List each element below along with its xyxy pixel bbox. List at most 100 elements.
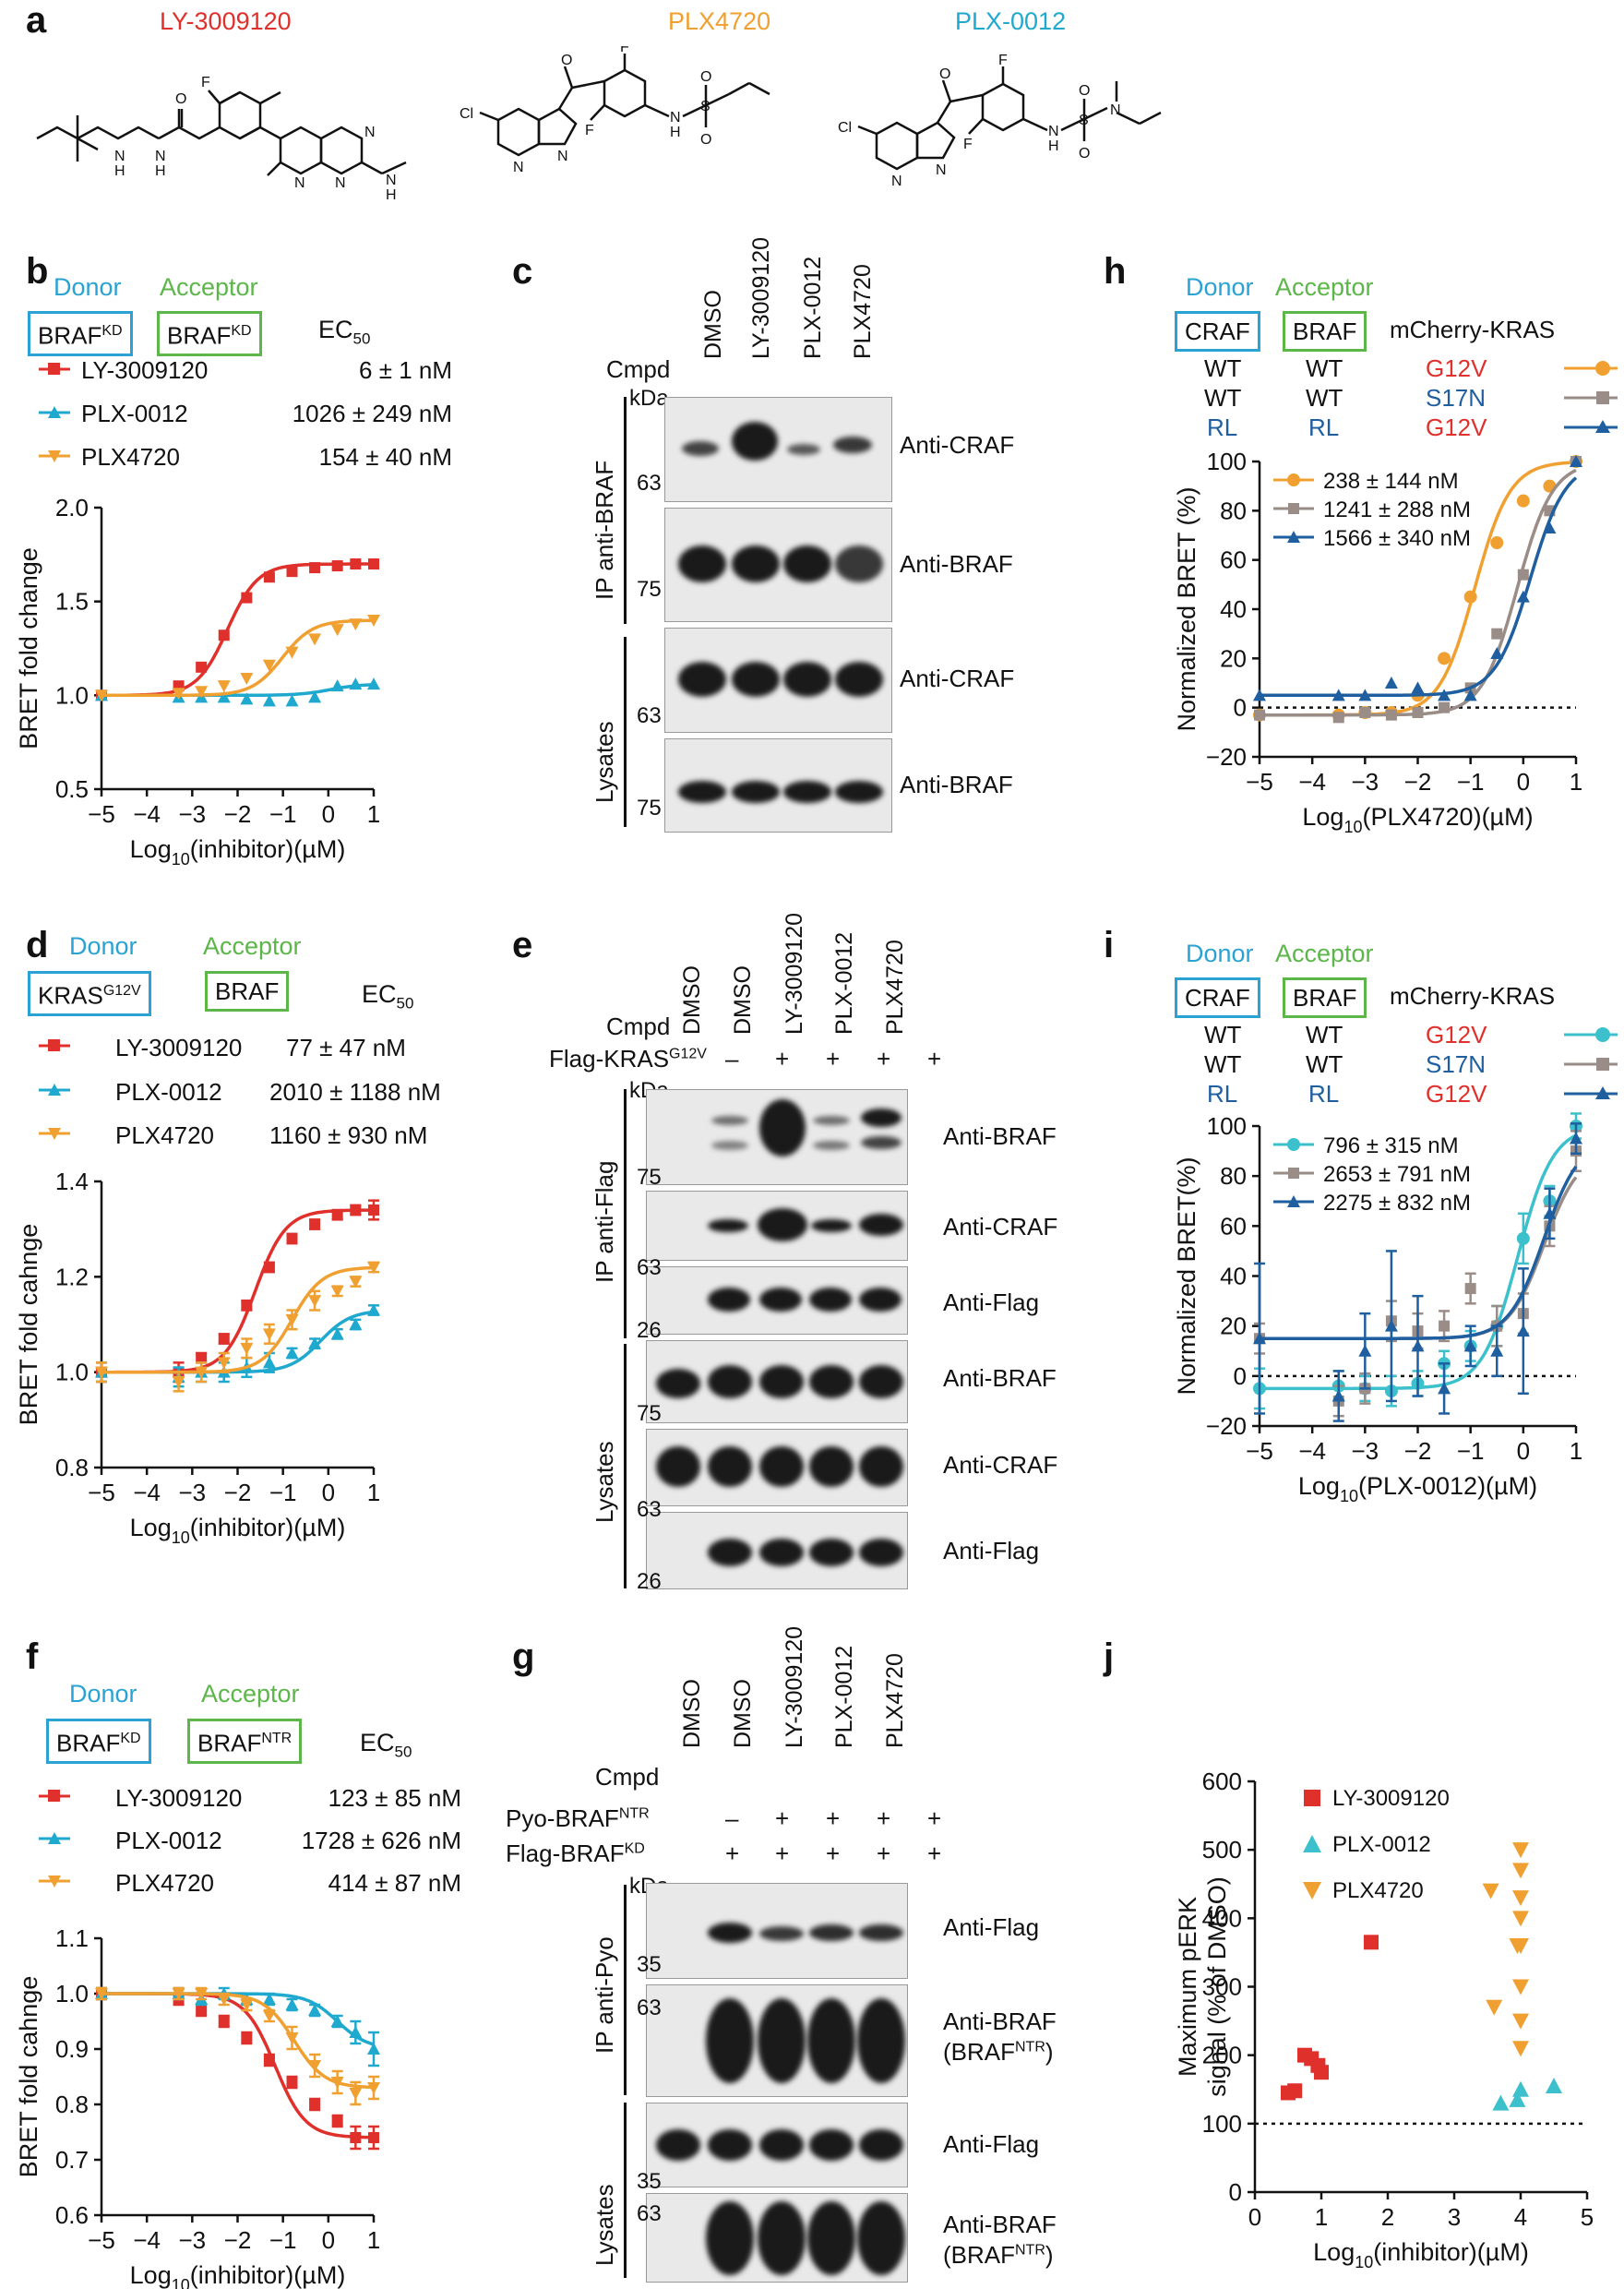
atom-label-ly-h1: H — [114, 163, 125, 179]
data-point — [368, 1204, 379, 1216]
band — [783, 545, 831, 582]
panel-i-row1-acceptor: WT — [1306, 1021, 1343, 1049]
panel-e-lane-1: DMSO — [679, 965, 705, 1035]
panel-f-donor-box: BRAFKD — [46, 1719, 151, 1764]
data-point — [1482, 1883, 1499, 1900]
panel-f-ec50-header: EC50 — [360, 1729, 412, 1761]
y-tick-label: −20 — [1206, 743, 1247, 771]
data-point — [350, 2132, 362, 2143]
fit-curve — [102, 1992, 375, 2090]
band — [759, 1288, 802, 1312]
panel-h-acceptor-label: Acceptor — [1275, 273, 1374, 301]
data-point — [262, 1356, 276, 1369]
panel-i-row2-kras: S17N — [1426, 1050, 1487, 1078]
panel-e-flag-label: Flag-KRASG12V — [549, 1045, 707, 1073]
panel-d-acceptor-label: Acceptor — [203, 932, 302, 960]
panel-f-acceptor-label: Acceptor — [201, 1680, 300, 1708]
atom-label-plx0012-o1: O — [1079, 83, 1090, 99]
inset-legend-marker — [1287, 531, 1300, 543]
x-tick-label: −4 — [133, 800, 161, 828]
y-axis-label: signal (% of DMSO) — [1203, 1876, 1231, 2097]
data-point — [262, 659, 276, 672]
band — [857, 2201, 905, 2275]
panel-f-legend-markers — [39, 1790, 70, 1888]
band — [859, 2129, 903, 2161]
y-tick-label: 1.0 — [55, 1980, 89, 2007]
data-point — [1516, 1324, 1530, 1337]
legend-marker-f-plx0012 — [48, 1832, 61, 1844]
data-point — [309, 1218, 321, 1230]
x-tick-label: −1 — [1457, 768, 1485, 796]
panel-g-lysate-bracket — [624, 2103, 627, 2278]
panel-g-pyo-sign-3: + — [826, 1804, 841, 1832]
panel-h-row3-donor: RL — [1207, 413, 1238, 441]
band — [813, 1116, 850, 1125]
data-point — [349, 618, 363, 631]
y-tick-label: 80 — [1220, 1162, 1247, 1190]
data-point — [1492, 2094, 1510, 2111]
y-tick-label: 0.6 — [55, 2201, 89, 2229]
panel-g-flag-sign-4: + — [877, 1840, 891, 1867]
panel-label-d: d — [26, 925, 49, 965]
panel-f-legend-plx0012-name: PLX-0012 — [115, 1827, 222, 1854]
band — [656, 1369, 700, 1398]
band — [758, 1208, 807, 1241]
legend-marker-d-plx0012 — [48, 1084, 61, 1096]
band — [835, 545, 883, 582]
legend-label: PLX4720 — [1332, 1878, 1424, 1903]
x-tick-label: 1 — [1570, 768, 1582, 796]
panel-e-lane-4: PLX-0012 — [831, 931, 857, 1035]
data-point — [330, 1285, 344, 1298]
panel-g-flag-label: Flag-BRAFKD — [506, 1840, 645, 1867]
data-point — [367, 1303, 380, 1316]
atom-label-plx0012-s: S — [1079, 113, 1089, 128]
series-plx-0012 — [1492, 2078, 1562, 2111]
data-point — [350, 1204, 362, 1216]
panel-h-row2-donor: WT — [1204, 384, 1242, 412]
band — [706, 2201, 754, 2275]
y-tick-label: 100 — [1207, 448, 1247, 475]
panel-e-sign-4: + — [877, 1045, 891, 1073]
panel-g-marker-2: 63 — [637, 1995, 662, 2020]
legend-marker-i-rl — [1595, 1086, 1610, 1099]
inset-legend-marker — [1287, 1138, 1300, 1151]
panel-g-blot-label-3: Anti-Flag — [943, 2130, 1040, 2158]
band — [859, 1214, 903, 1236]
legend-marker — [1303, 1882, 1321, 1900]
panel-h-row2-kras: S17N — [1426, 384, 1487, 412]
panel-g-lane-5: PLX4720 — [882, 1653, 908, 1748]
data-point — [1314, 2065, 1329, 2080]
atom-label-plx0012-o2: O — [1079, 146, 1090, 162]
panel-b-donor-box: BRAFKD — [28, 311, 133, 356]
y-tick-label: 1.0 — [55, 1359, 89, 1386]
x-tick-label: −1 — [269, 800, 297, 828]
panel-e-sign-2: + — [775, 1045, 790, 1073]
chart-f: 0.6 0.7 0.8 0.9 1.0 1.1 −5 −4 −3 −2 −1 0 1 Log10(inhi… — [15, 1924, 380, 2289]
panel-c-lane-1: DMSO — [700, 290, 726, 359]
legend-marker-b-ly — [48, 363, 60, 375]
panel-label-b: b — [26, 251, 49, 292]
chart-d: 0.8 1.0 1.2 1.4 −5 −4 −3 −2 −1 0 1 Log10(inhibitor)… — [15, 1168, 380, 1547]
inset-legend-marker — [1287, 1195, 1300, 1207]
data-point — [195, 1366, 209, 1379]
panel-g-pyo-label: Pyo-BRAFNTR — [506, 1804, 650, 1832]
band — [759, 1365, 804, 1398]
panel-h-row1-acceptor: WT — [1306, 354, 1343, 382]
x-axis-label: Log10(PLX-0012)(µM) — [1298, 1472, 1537, 1505]
panel-h-row-markers — [1564, 361, 1618, 433]
data-point — [350, 558, 362, 569]
inset-legend-ec50: 796 ± 315 nM — [1323, 1133, 1459, 1158]
atom-label-plx0012-n1: N — [891, 174, 902, 189]
band — [678, 662, 726, 697]
panel-b-legend-plx0012-name: PLX-0012 — [81, 400, 188, 427]
panel-e-blot-4 — [646, 1340, 908, 1423]
legend-marker-i-s17n — [1596, 1058, 1609, 1071]
fit-curve — [102, 618, 374, 698]
data-point — [1486, 1999, 1503, 2016]
panel-g-cmpd-label: Cmpd — [595, 1763, 660, 1791]
data-point — [308, 1295, 322, 1308]
panel-g-blot-label-2: Anti-BRAF — [943, 2007, 1057, 2035]
atom-label-ly-nh2: N — [155, 149, 166, 164]
data-point — [1332, 712, 1344, 724]
x-tick-label: −2 — [224, 2226, 252, 2254]
